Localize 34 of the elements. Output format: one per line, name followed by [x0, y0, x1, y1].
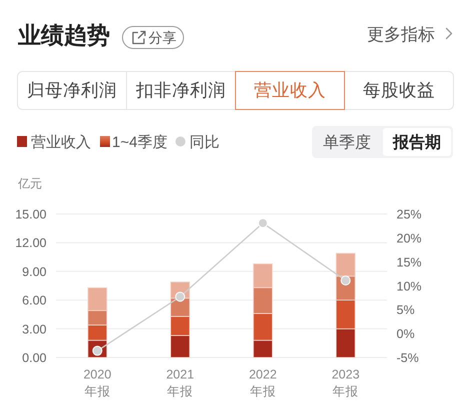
y-tick-label: 0.00 — [22, 351, 47, 365]
y2-tick-label: 0% — [396, 327, 415, 342]
toggle-option: 单季度 — [314, 128, 381, 156]
point — [340, 275, 351, 286]
share-button: 分享 — [122, 26, 184, 49]
legend-item: 同比 — [175, 134, 220, 152]
tab: 扣非净利润 — [126, 71, 236, 110]
legend-item: 1~4季度 — [100, 134, 168, 152]
y2-tick-label: 5% — [396, 303, 415, 318]
y-tick-label: 12.00 — [15, 236, 47, 250]
y-tick-label: 6.00 — [22, 294, 47, 308]
y-tick-label: 3.00 — [22, 322, 47, 336]
legend-item: 营业收入 — [17, 134, 91, 152]
tab: 每股收益 — [344, 71, 454, 110]
toggle-option-selected: 报告期 — [383, 128, 451, 156]
y2-tick-label: 10% — [396, 279, 422, 294]
y-axis-title: 亿元 — [17, 176, 42, 190]
point — [175, 292, 186, 302]
point — [258, 218, 268, 228]
tab-selected: 营业收入 — [235, 71, 345, 110]
y2-tick-label: 25% — [396, 208, 422, 222]
chart-title: 业绩趋势 — [17, 22, 110, 48]
y2-tick-label: 20% — [396, 231, 422, 246]
x-tick-label: 2023 年报 — [332, 368, 360, 398]
more-link: 更多指标 — [367, 25, 452, 44]
x-tick-label: 2021 年报 — [166, 368, 194, 398]
x-tick-label: 2022 年报 — [248, 368, 277, 398]
y2-tick-label: 15% — [396, 255, 422, 270]
x-tick-label: 2020 年报 — [83, 368, 112, 398]
y2-tick-label: -5% — [396, 351, 419, 365]
tab: 归母净利润 — [17, 71, 127, 110]
y-tick-label: 9.00 — [22, 264, 47, 279]
legend-label: 同比 — [189, 134, 220, 152]
y-tick-label: 15.00 — [15, 208, 47, 222]
